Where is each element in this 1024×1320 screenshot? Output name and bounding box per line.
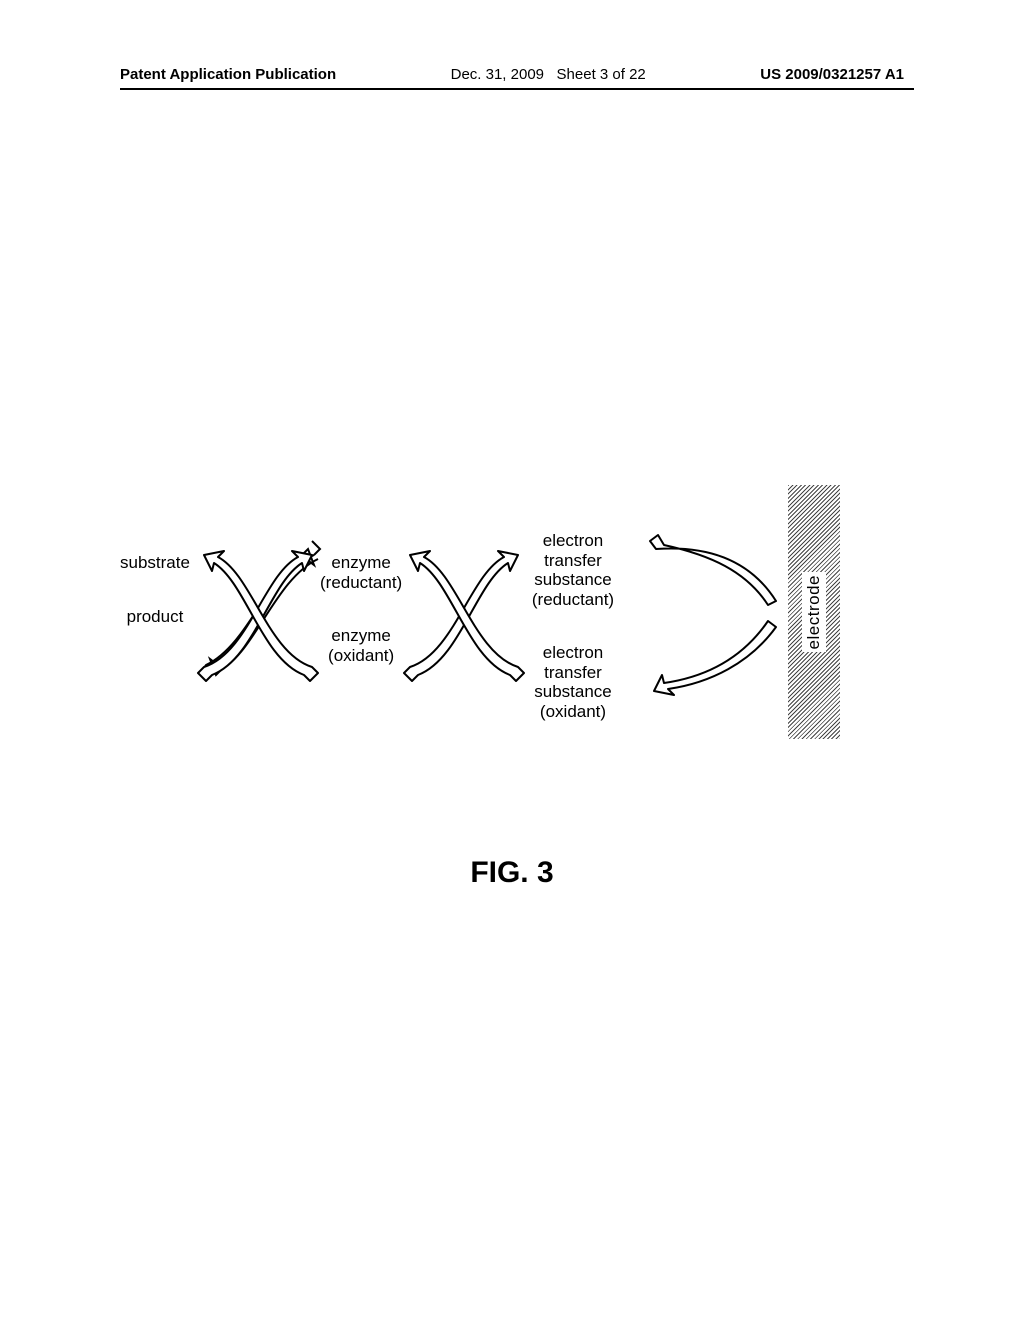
figure-label: FIG. 3 [0, 856, 1024, 890]
arrows-3 [650, 531, 780, 701]
header-divider [120, 88, 914, 90]
electrode-label: electrode [804, 575, 824, 649]
arrows-1 [198, 541, 318, 686]
label-enzyme-reductant: enzyme (reductant) [320, 553, 402, 592]
pub-date: Dec. 31, 2009 [451, 66, 544, 83]
publication-type: Patent Application Publication [120, 66, 336, 83]
label-enzyme-oxidant: enzyme (oxidant) [320, 626, 402, 665]
sheet-number: Sheet 3 of 22 [557, 66, 646, 83]
reaction-diagram: substrate product .arrows > svg { displa… [120, 495, 914, 735]
label-ets-oxidant: electron transfer substance (oxidant) [518, 643, 628, 721]
label-product: product [120, 607, 190, 627]
col-electron-transfer: electron transfer substance (reductant) … [518, 531, 628, 721]
electrode-label-box: electrode [802, 572, 826, 652]
arrows-2 [404, 541, 524, 686]
page-header: Patent Application Publication Dec. 31, … [0, 66, 1024, 83]
publication-number: US 2009/0321257 A1 [760, 66, 904, 83]
date-and-sheet: Dec. 31, 2009 Sheet 3 of 22 [451, 66, 646, 83]
label-substrate: substrate [120, 553, 190, 573]
col-enzyme: enzyme (reductant) enzyme (oxidant) [320, 553, 402, 665]
electrode: electrode [788, 485, 840, 739]
col-substrate-product: substrate product [120, 553, 190, 626]
label-ets-reductant: electron transfer substance (reductant) [518, 531, 628, 609]
